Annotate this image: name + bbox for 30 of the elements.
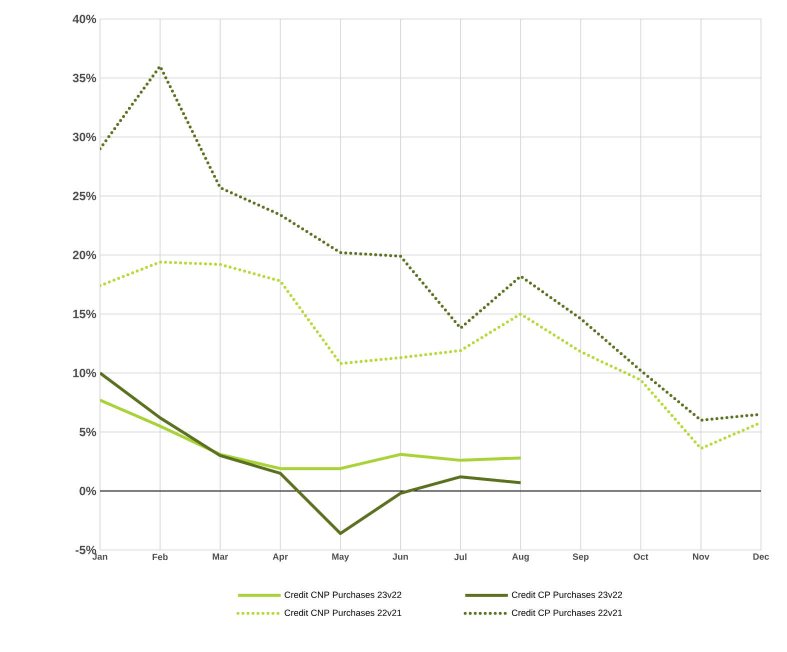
x-tick-label: May: [332, 554, 350, 562]
y-tick-label: 30%: [72, 132, 96, 142]
x-tick-label: Jul: [454, 554, 466, 560]
y-tick-label: 25%: [72, 192, 96, 200]
x-tick-label: Dec: [753, 554, 769, 560]
y-tick-label: 40%: [72, 14, 96, 24]
y-tick-label: 0%: [80, 486, 96, 496]
x-tick-label: Feb: [152, 554, 168, 560]
legend-label: Credit CP Purchases 23v22: [512, 591, 622, 598]
y-tick-label: 35%: [72, 74, 96, 82]
line-series: [100, 260, 761, 450]
y-tick-label: 15%: [73, 310, 96, 318]
x-tick-label: Apr: [272, 554, 288, 562]
x-tick-label: Aug: [512, 554, 529, 562]
x-tick-label: Nov: [693, 554, 710, 560]
legend-label: Credit CNP Purchases 22v21: [284, 609, 402, 616]
line-series: [100, 398, 522, 470]
x-tick-label: Sep: [572, 554, 589, 562]
x-tick-label: Jan: [92, 554, 108, 560]
legend-label: Credit CP Purchases 22v21: [512, 609, 622, 616]
x-tick-label: Jun: [392, 554, 408, 560]
line-series: [100, 371, 522, 535]
y-tick-label: 20%: [72, 250, 96, 260]
x-tick-label: Mar: [212, 554, 228, 560]
y-tick-label: -5%: [76, 546, 96, 554]
legend-label: Credit CNP Purchases 23v22: [284, 591, 402, 598]
x-tick-label: Oct: [634, 554, 648, 560]
y-tick-label: 10%: [73, 368, 96, 378]
line-series: [100, 64, 761, 422]
y-tick-label: 5%: [80, 428, 96, 436]
